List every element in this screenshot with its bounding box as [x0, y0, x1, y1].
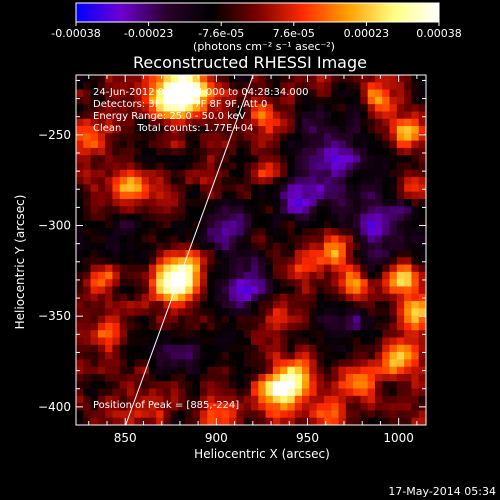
- y-axis-label: Heliocentric Y (arcsec): [13, 195, 27, 330]
- y-tick-label: −350: [38, 309, 71, 323]
- plot-area: [75, 74, 427, 426]
- plot-frame: [75, 74, 427, 426]
- colorbar-ticks: -0.00038 -0.00023 -7.6e-05 7.6e-05 0.00023 0.…: [51, 22, 462, 40]
- colorbar-tick-label: 7.6e-05: [273, 27, 315, 40]
- chart-title: Reconstructed RHESSI Image: [133, 53, 367, 72]
- colorbar: -0.00038 -0.00023 -7.6e-05 7.6e-05 0.00023 0.…: [51, 2, 462, 53]
- colorbar-tick-label: -0.00023: [124, 27, 173, 40]
- annotation-time-range: 24-Jun-2012 04:26:34.000 to 04:28:34.000: [93, 87, 309, 98]
- x-tick-label: 850: [114, 431, 137, 445]
- x-axis-label: Heliocentric X (arcsec): [194, 447, 330, 461]
- y-axis: −250 −300 −350 −400: [38, 79, 426, 426]
- annotation-peak-position: Position of Peak = [885,-224]: [93, 400, 239, 411]
- annotation-energy-range: Energy Range: 25.0 - 50.0 keV: [93, 111, 246, 122]
- colorbar-tick-label: -0.00038: [51, 27, 100, 40]
- y-tick-label: −300: [38, 219, 71, 233]
- solar-limb-line: [125, 74, 254, 426]
- colorbar-tick-label: 0.00023: [344, 27, 390, 40]
- colorbar-tick-label: -7.6e-05: [198, 27, 244, 40]
- x-axis: 850 900 950 1000: [88, 75, 418, 445]
- footer-date: 17-May-2014 05:34: [388, 485, 496, 498]
- annotations: 24-Jun-2012 04:26:34.000 to 04:28:34.000…: [93, 87, 309, 411]
- colorbar-unit-label: (photons cm⁻² s⁻¹ asec⁻²): [193, 40, 335, 53]
- y-tick-label: −400: [38, 400, 71, 414]
- colorbar-tick-label: 0.00038: [416, 27, 462, 40]
- y-tick-label: −250: [38, 128, 71, 142]
- x-tick-label: 950: [296, 431, 319, 445]
- x-tick-label: 1000: [383, 431, 414, 445]
- annotation-method-counts: Clean Total counts: 1.77E+04: [93, 123, 253, 134]
- colorbar-gradient: [75, 2, 440, 23]
- x-tick-label: 900: [205, 431, 228, 445]
- heatmap-image: [76, 75, 427, 426]
- annotation-detectors: Detectors: 3F 5F 6F 7F 8F 9F, Att 0: [93, 99, 267, 110]
